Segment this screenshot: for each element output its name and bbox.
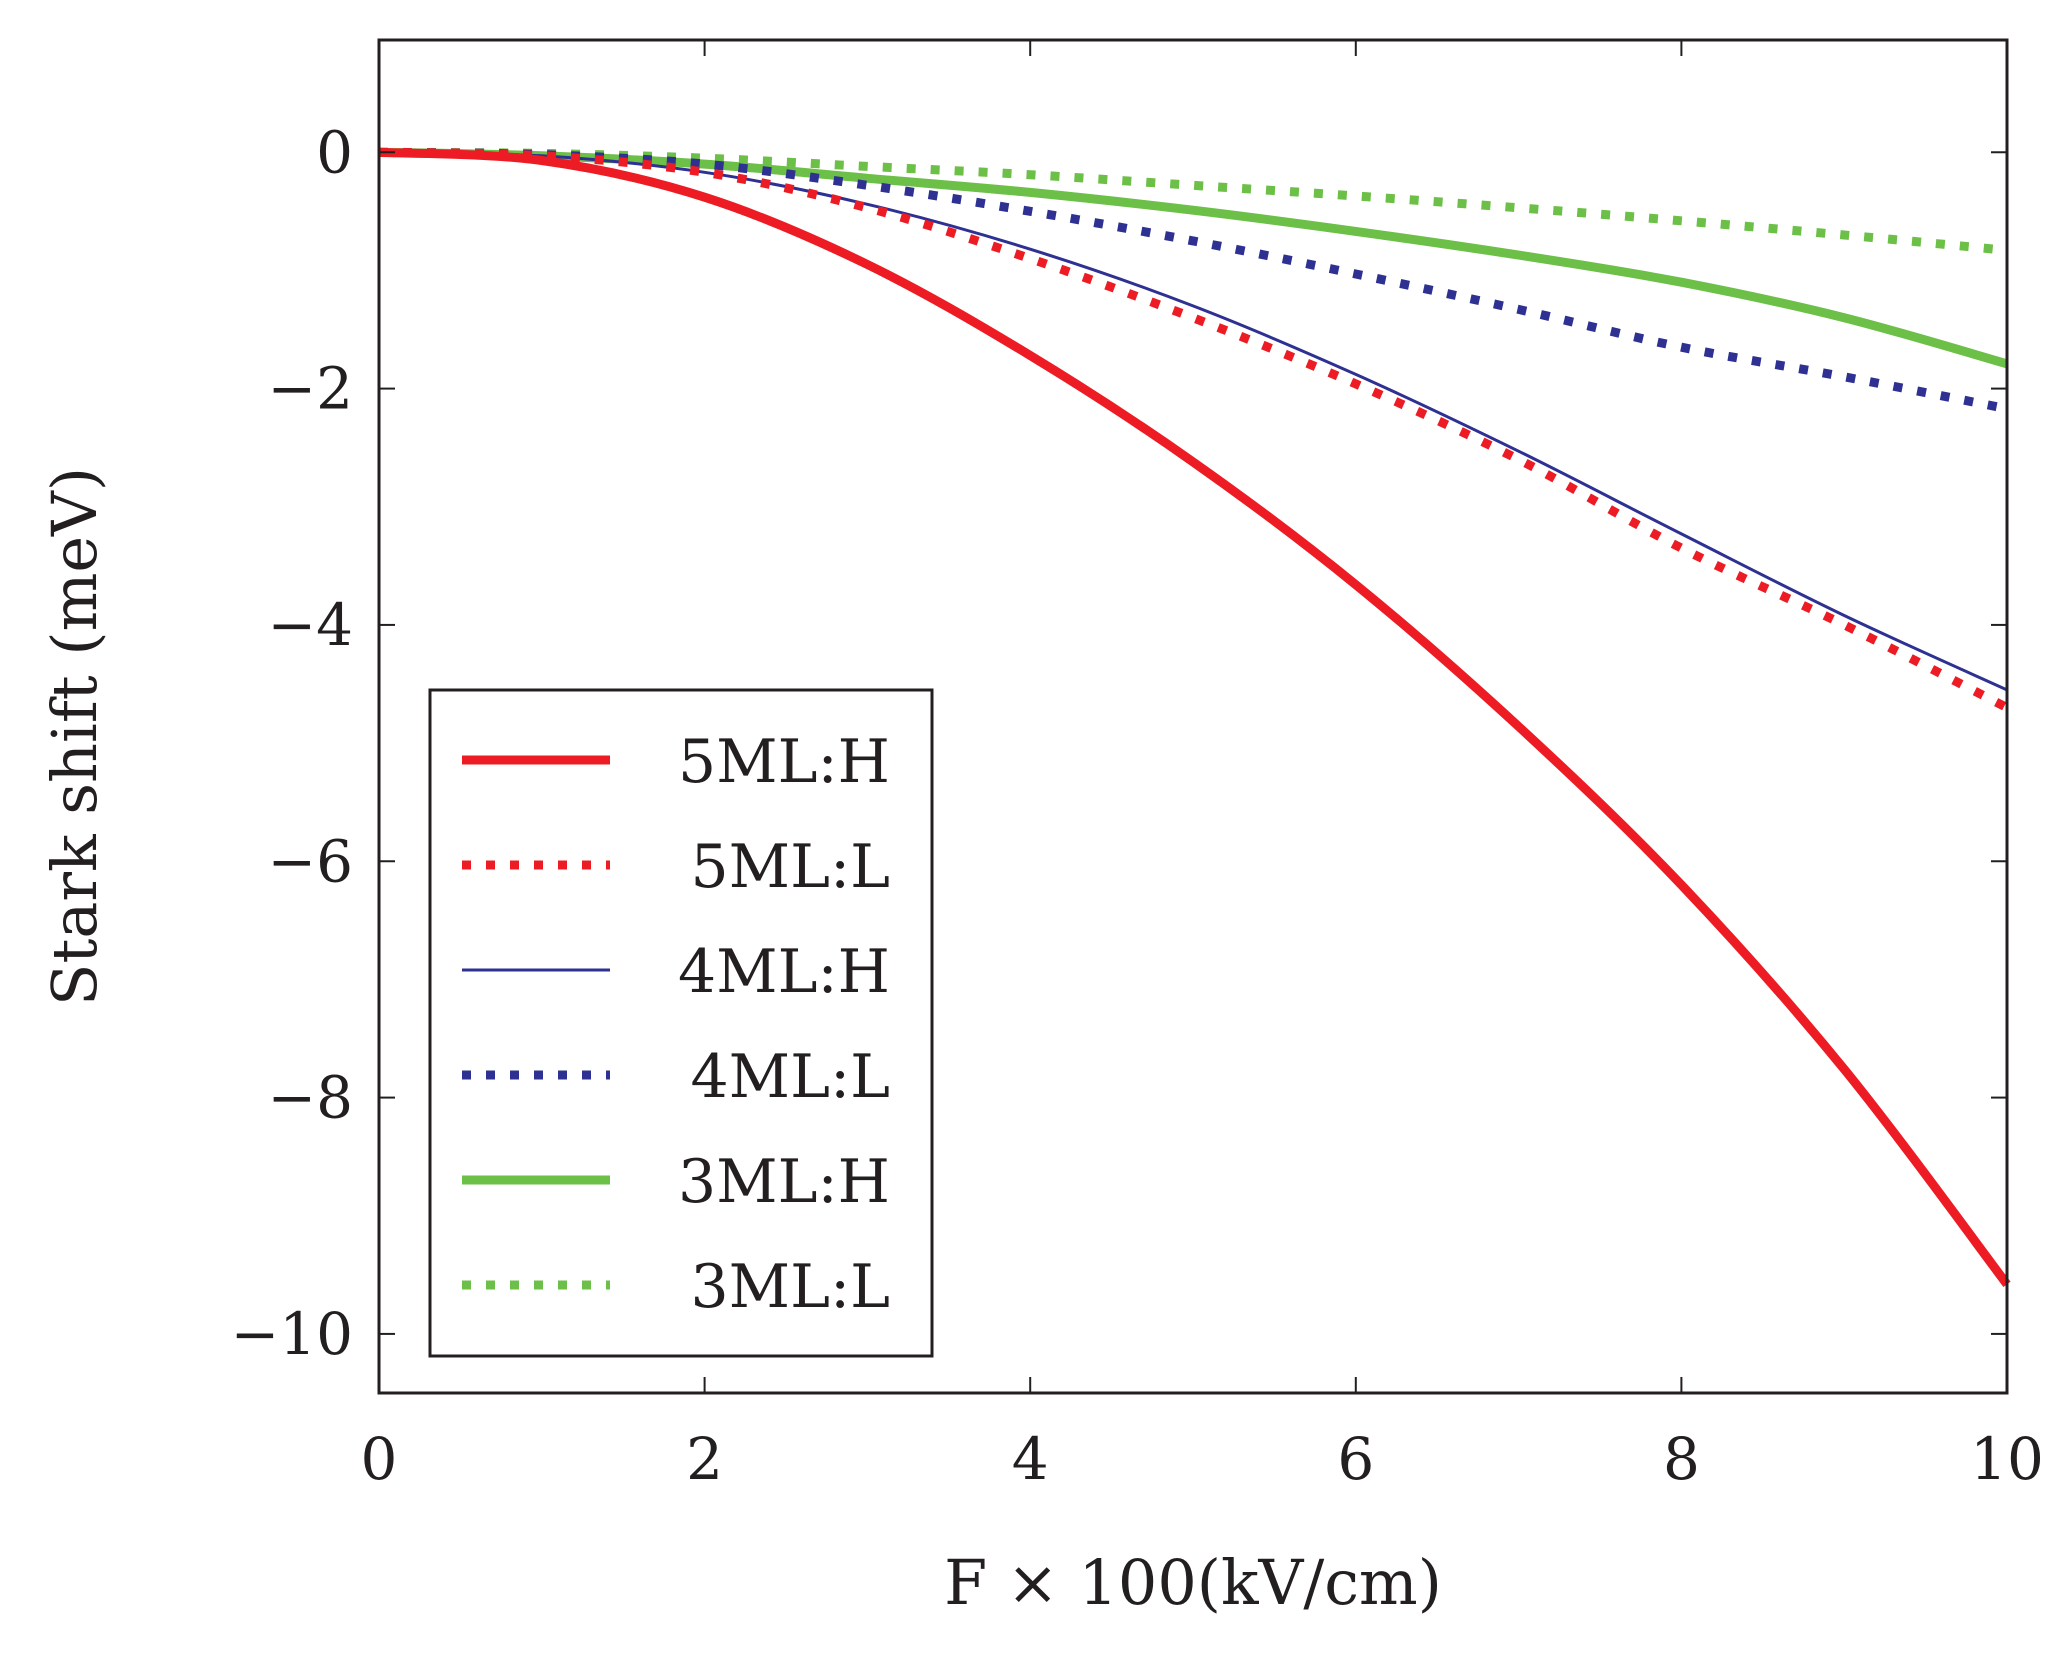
x-tick-label: 2 — [686, 1425, 723, 1493]
y-tick-label: −10 — [231, 1300, 353, 1368]
legend-box — [428, 688, 934, 1358]
series-line-3ml-h — [378, 147, 2009, 369]
x-tick-label: 8 — [1663, 1425, 1700, 1493]
x-tick-label: 0 — [361, 1425, 398, 1493]
x-tick-label: 4 — [1012, 1425, 1049, 1493]
y-tick-label: −2 — [268, 355, 354, 423]
series-layer — [378, 147, 2011, 1288]
y-tick-label: 0 — [316, 118, 353, 186]
x-axis-title: F × 100(kV/cm) — [944, 1546, 1442, 1619]
x-tick-label: 10 — [1970, 1425, 2044, 1493]
y-tick-label: −4 — [268, 591, 354, 659]
legend-label: 5ML:L — [690, 832, 890, 902]
tick-layer: 0 2 4 6 8 10 0 −2 −4 −6 −8 −10 — [231, 40, 2044, 1493]
series-line-3ml-l — [378, 147, 2008, 255]
y-tick-label: −8 — [268, 1064, 354, 1132]
legend-label: 3ML:H — [678, 1147, 890, 1217]
series-line-5ml-h — [378, 147, 2011, 1288]
y-axis-title: Stark shift (meV) — [38, 467, 111, 1006]
series-line-4ml-h — [378, 150, 2008, 692]
series-line-5ml-l — [378, 147, 2010, 712]
legend-label: 4ML:H — [678, 937, 890, 1007]
legend-label: 4ML:L — [690, 1042, 890, 1112]
y-tick-label: −6 — [268, 827, 354, 895]
legend-label: 5ML:H — [678, 727, 890, 797]
series-line-4ml-l — [378, 147, 2008, 414]
legend: 5ML:H 5ML:L 4ML:H 4ML:L 3ML:H 3ML:L — [428, 688, 934, 1358]
legend-label: 3ML:L — [690, 1252, 890, 1322]
x-tick-label: 6 — [1337, 1425, 1374, 1493]
plot-frame — [377, 38, 2009, 1395]
